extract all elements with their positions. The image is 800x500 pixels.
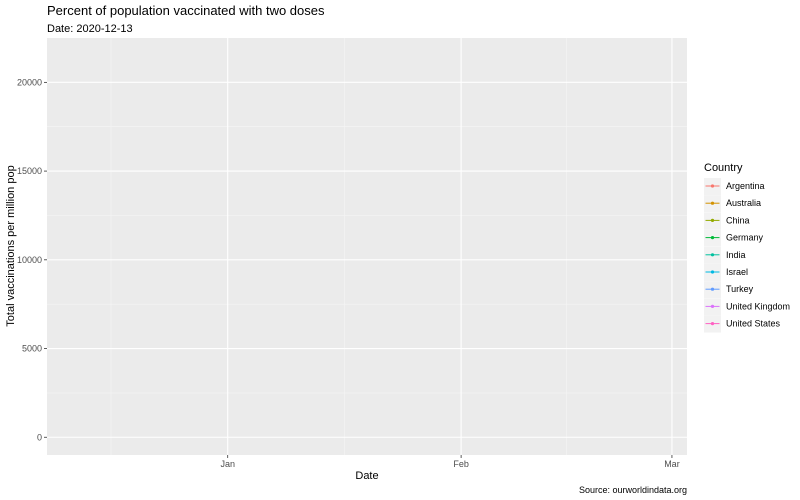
grid-major [47,38,687,455]
x-axis-ticks: Jan Feb Mar [220,455,680,469]
legend-item-label: China [726,215,750,225]
legend-swatch-point [710,270,715,274]
legend: Country Argentina Australia China Germany In… [704,162,790,333]
y-tick-label: 10000 [17,255,42,265]
x-tick-label: Jan [220,459,235,469]
y-tick-label: 5000 [22,344,42,354]
legend-swatch-point [710,218,715,222]
legend-item-label: Turkey [726,284,754,294]
legend-swatch-point [710,253,715,257]
legend-swatch-point [710,236,715,240]
legend-swatch-point [710,304,715,308]
legend-item-label: Germany [726,233,764,243]
plot-panel [47,38,687,455]
chart-title: Percent of population vaccinated with tw… [47,3,325,18]
legend-item-label: India [726,250,746,260]
chart-caption: Source: ourworldindata.org [579,485,687,495]
grid-minor [47,38,687,455]
legend-item-label: United States [726,319,781,329]
legend-title: Country [704,162,743,174]
y-axis-label: Total vaccinations per million pop [5,165,17,326]
legend-swatch-point [710,322,715,326]
x-axis-label: Date [355,470,378,482]
legend-item-label: Argentina [726,181,765,191]
y-axis-ticks: 0 5000 10000 15000 20000 [17,77,47,442]
legend-swatch-point [710,287,715,291]
y-tick-label: 0 [37,432,42,442]
legend-item-label: Australia [726,198,761,208]
x-tick-label: Feb [453,459,469,469]
chart-subtitle: Date: 2020-12-13 [47,23,133,35]
legend-item-label: United Kingdom [726,301,790,311]
y-tick-label: 20000 [17,77,42,87]
legend-swatch-point [710,201,715,205]
x-tick-label: Mar [664,459,680,469]
legend-swatch-point [710,184,715,188]
legend-item-label: Israel [726,267,748,277]
y-tick-label: 15000 [17,166,42,176]
